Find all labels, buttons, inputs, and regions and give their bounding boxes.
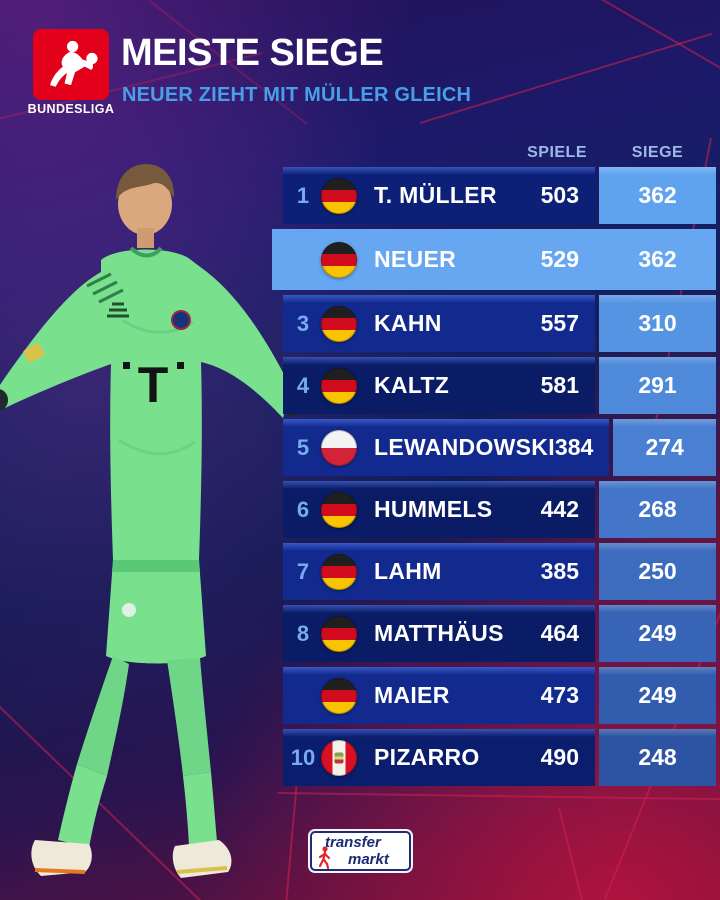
rank-label: 6 (296, 496, 310, 522)
accent-line (558, 808, 583, 900)
spiele-value: 529 (540, 246, 579, 272)
table-row: NEUER 529 362 (272, 229, 716, 290)
peru-crest-icon (334, 752, 344, 763)
table-row: MAIER 473 249 (283, 667, 716, 724)
spiele-value: 384 (554, 434, 594, 460)
row-main-cell: 1 T. MÜLLER 503 (283, 167, 595, 224)
row-main-cell: 4 KALTZ 581 (283, 357, 595, 414)
bundesliga-logo (33, 29, 109, 100)
siege-value: 250 (599, 543, 716, 600)
table-row: 3 KAHN 557 310 (283, 295, 716, 352)
spiele-value: 464 (540, 620, 579, 646)
column-header-spiele: SPIELE (527, 143, 587, 161)
bundesliga-kicker-icon (50, 40, 98, 87)
table-row: 5 LEWANDOWSKI 384 274 (283, 419, 716, 476)
accent-line (420, 32, 713, 124)
rank-label: 3 (296, 310, 310, 336)
accent-line (597, 0, 720, 78)
transfermarkt-runner-icon (318, 846, 331, 870)
accent-line (277, 792, 720, 801)
row-main-cell: MAIER 473 (283, 667, 595, 724)
siege-value: 310 (599, 295, 716, 352)
peru-flag-icon (321, 739, 357, 776)
table-row: 7 LAHM 385 250 (283, 543, 716, 600)
row-main-cell: 6 HUMMELS 442 (283, 481, 595, 538)
player-name: KALTZ (374, 372, 450, 398)
rank-label: 10 (290, 744, 316, 770)
player-name: HUMMELS (374, 496, 493, 522)
spiele-value: 503 (540, 182, 579, 208)
table-row: 1 T. MÜLLER 503 362 (283, 167, 716, 224)
page-subtitle: NEUER ZIEHT MIT MÜLLER GLEICH (122, 84, 472, 106)
table-row: 10 PIZARRO 490 248 (283, 729, 716, 786)
transfermarkt-wordmark: transfer markt (325, 834, 389, 868)
germany-flag-icon (321, 367, 357, 404)
siege-value: 362 (638, 246, 677, 272)
rank-label: 7 (296, 558, 310, 584)
germany-flag-icon (321, 241, 357, 278)
spiele-value: 490 (540, 744, 579, 770)
spiele-value: 385 (540, 558, 579, 584)
rank-label: 5 (296, 434, 310, 460)
player-name: MATTHÄUS (374, 620, 504, 646)
row-main-cell: 10 PIZARRO 490 (283, 729, 595, 786)
table-header-row: SPIELE SIEGE (283, 140, 716, 165)
spiele-value: 473 (540, 682, 579, 708)
germany-flag-icon (321, 615, 357, 652)
germany-flag-icon (321, 491, 357, 528)
player-name: NEUER (374, 246, 457, 272)
page-title: MEISTE SIEGE (121, 32, 384, 74)
spiele-value: 557 (540, 310, 579, 336)
spiele-value: 442 (540, 496, 579, 522)
player-name: KAHN (374, 310, 442, 336)
siege-value: 291 (599, 357, 716, 414)
spiele-value: 581 (540, 372, 579, 398)
row-main-cell: 3 KAHN 557 (283, 295, 595, 352)
poland-flag-icon (321, 429, 357, 466)
row-main-cell: 5 LEWANDOWSKI 384 (283, 419, 610, 476)
rank-label: 8 (296, 620, 310, 646)
siege-value: 248 (599, 729, 716, 786)
svg-text:T: T (138, 357, 169, 413)
siege-value: 274 (613, 419, 716, 476)
player-name: LEWANDOWSKI (374, 434, 555, 460)
table-row: 6 HUMMELS 442 268 (283, 481, 716, 538)
row-main-cell: 7 LAHM 385 (283, 543, 595, 600)
player-name: MAIER (374, 682, 450, 708)
neuer-player-photo: T (0, 164, 305, 878)
row-main-cell: NEUER 529 (283, 229, 595, 290)
germany-flag-icon (321, 553, 357, 590)
germany-flag-icon (321, 677, 357, 714)
player-name: PIZARRO (374, 744, 480, 770)
player-name: LAHM (374, 558, 442, 584)
player-name: T. MÜLLER (374, 182, 497, 208)
row-main-cell: 8 MATTHÄUS 464 (283, 605, 595, 662)
germany-flag-icon (321, 305, 357, 342)
rank-label: 1 (296, 182, 310, 208)
bundesliga-wordmark: BUNDESLIGA (27, 102, 115, 116)
ranking-table: SPIELE SIEGE 1 T. MÜLLER 503 362 NEUER 5… (272, 140, 716, 786)
transfermarkt-logo: transfer markt (310, 831, 411, 871)
table-row: 4 KALTZ 581 291 (283, 357, 716, 414)
column-header-siege: SIEGE (631, 143, 684, 161)
siege-value: 362 (599, 167, 716, 224)
table-row: 8 MATTHÄUS 464 249 (283, 605, 716, 662)
table-body: 1 T. MÜLLER 503 362 NEUER 529 362 3 KAHN… (272, 167, 716, 786)
siege-value: 249 (599, 605, 716, 662)
germany-flag-icon (321, 177, 357, 214)
siege-value: 268 (599, 481, 716, 538)
rank-label: 4 (296, 372, 310, 398)
siege-value: 249 (599, 667, 716, 724)
